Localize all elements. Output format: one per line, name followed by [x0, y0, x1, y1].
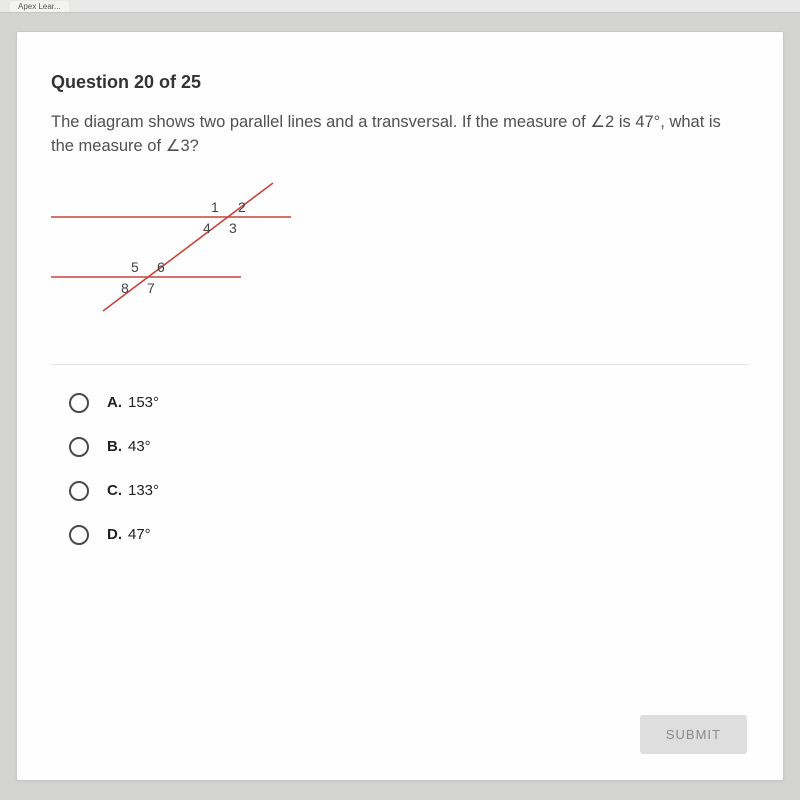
angle-label-6: 6: [157, 259, 165, 275]
section-divider: [51, 364, 749, 365]
option-text: 133°: [128, 482, 159, 499]
angle-3-symbol: ∠3: [166, 137, 190, 155]
angle-2-symbol: ∠2: [590, 113, 614, 131]
angle-label-1: 1: [211, 199, 219, 215]
diagram-svg: 1 2 3 4 5 6 7 8: [41, 171, 321, 331]
browser-tab[interactable]: Apex Lear...: [10, 1, 69, 12]
question-card: Question 20 of 25 The diagram shows two …: [16, 31, 784, 781]
option-text: 43°: [128, 438, 151, 455]
radio-icon[interactable]: [69, 481, 89, 501]
question-number: Question 20 of 25: [51, 72, 749, 93]
angle-label-7: 7: [147, 280, 155, 296]
page-background: Question 20 of 25 The diagram shows two …: [0, 13, 800, 781]
angle-label-4: 4: [203, 220, 211, 236]
radio-icon[interactable]: [69, 437, 89, 457]
angle-label-2: 2: [238, 199, 246, 215]
prompt-text-3: ?: [190, 137, 199, 155]
option-letter: A.: [107, 394, 122, 411]
option-letter: B.: [107, 438, 122, 455]
option-d[interactable]: D. 47°: [69, 525, 749, 545]
option-letter: D.: [107, 526, 122, 543]
browser-tab-bar: Apex Lear...: [0, 0, 800, 13]
option-letter: C.: [107, 482, 122, 499]
submit-button[interactable]: SUBMIT: [640, 715, 747, 754]
option-c[interactable]: C. 133°: [69, 481, 749, 501]
option-b[interactable]: B. 43°: [69, 437, 749, 457]
radio-icon[interactable]: [69, 393, 89, 413]
angle-label-5: 5: [131, 259, 139, 275]
parallel-lines-diagram: 1 2 3 4 5 6 7 8: [41, 171, 749, 336]
answer-options: A. 153° B. 43° C. 133° D. 47°: [69, 393, 749, 545]
option-a[interactable]: A. 153°: [69, 393, 749, 413]
radio-icon[interactable]: [69, 525, 89, 545]
angle-label-8: 8: [121, 280, 129, 296]
question-prompt: The diagram shows two parallel lines and…: [51, 111, 721, 159]
prompt-text-1: The diagram shows two parallel lines and…: [51, 113, 590, 131]
option-text: 47°: [128, 526, 151, 543]
angle-label-3: 3: [229, 220, 237, 236]
option-text: 153°: [128, 394, 159, 411]
